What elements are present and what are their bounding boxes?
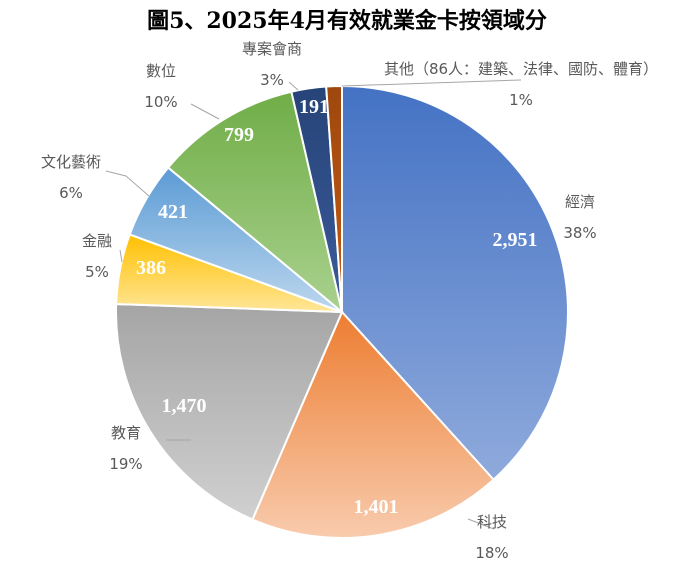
leader-line [105, 170, 150, 197]
slice-value-label: 1,401 [354, 496, 399, 518]
leader-line [288, 81, 299, 91]
category-labels: 經濟 38% 科技 18% 教育 19% 金融 5% 文化藝術 6% 數位 10% 專案會商 3% 其他（8… [41, 40, 658, 562]
leader-line [190, 103, 220, 120]
slice-category-label: 金融 [82, 232, 112, 250]
slice-category-label: 其他（86人：建築、法律、國防、體育） [384, 60, 658, 78]
pie-slice [166, 90, 344, 315]
pie-slice [251, 310, 495, 539]
value-labels: 2,951 1,401 1,470 386 421 799 191 [136, 96, 538, 518]
pie-slices [115, 84, 569, 539]
slice-percent-label: 18% [475, 544, 508, 562]
slice-percent-label: 10% [144, 93, 177, 111]
slice-percent-label: 38% [563, 224, 596, 242]
slice-category-label: 教育 [111, 424, 141, 442]
slice-percent-label: 1% [509, 91, 533, 109]
pie-slice [115, 302, 344, 521]
leader-line [119, 249, 123, 263]
slice-category-label: 科技 [477, 513, 507, 531]
slice-category-label: 文化藝術 [41, 153, 101, 171]
slice-value-label: 191 [299, 96, 329, 118]
slice-value-label: 1,470 [162, 395, 207, 417]
slice-category-label: 專案會商 [242, 40, 302, 58]
slice-value-label: 421 [158, 201, 188, 223]
slice-value-label: 799 [224, 124, 254, 146]
slice-value-label: 2,951 [493, 229, 538, 251]
leader-line [341, 79, 522, 87]
pie-slice [325, 84, 343, 313]
slice-value-label: 386 [136, 257, 166, 279]
slice-percent-label: 3% [260, 71, 284, 89]
slice-percent-label: 19% [109, 455, 142, 473]
chart-title: 圖5、2025年4月有效就業金卡按領域分 [147, 8, 547, 34]
slice-percent-label: 6% [59, 184, 83, 202]
slice-category-label: 數位 [146, 62, 176, 80]
leader-line [467, 518, 495, 530]
slice-percent-label: 5% [85, 263, 109, 281]
pie-slice [341, 84, 569, 482]
leader-lines [105, 79, 522, 530]
slice-category-label: 經濟 [565, 193, 595, 211]
